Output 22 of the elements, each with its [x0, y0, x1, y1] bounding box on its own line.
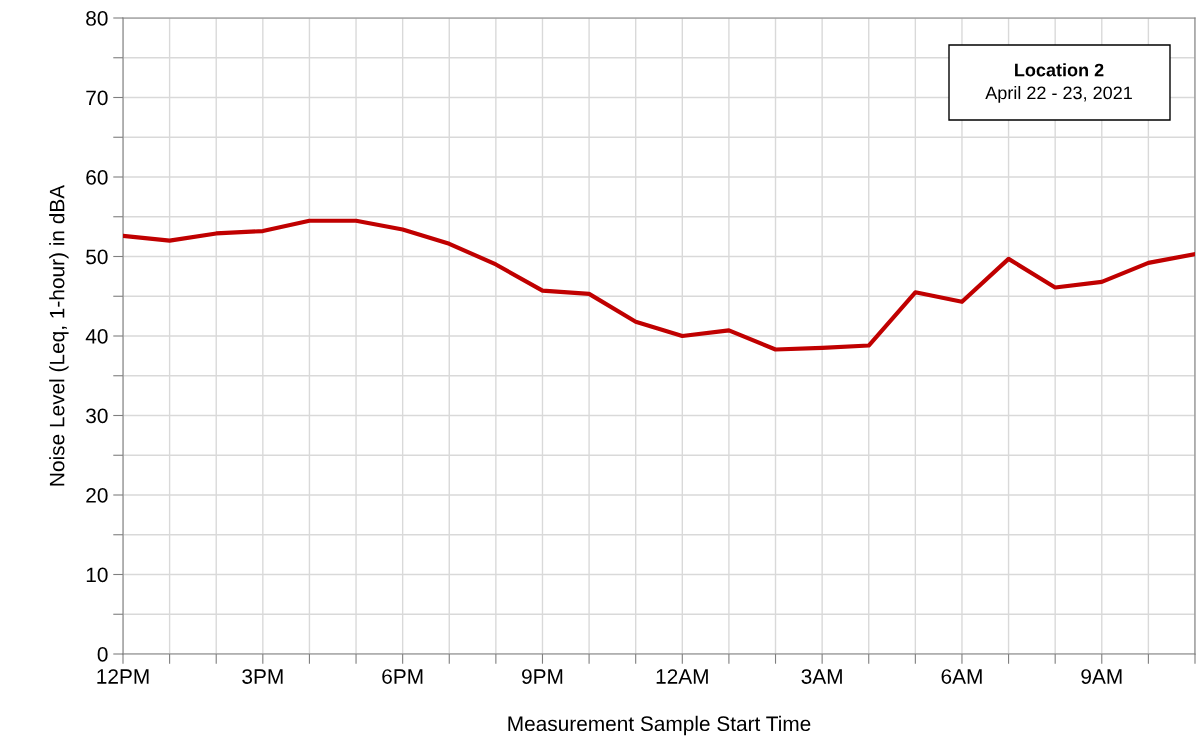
x-tick-label: 3PM	[242, 669, 283, 684]
x-tick-label: 6PM	[382, 669, 423, 684]
y-tick-label: 70	[86, 90, 108, 106]
x-tick-label: 9PM	[522, 669, 563, 684]
y-tick-label: 30	[86, 408, 108, 424]
y-tick-label: 60	[86, 170, 108, 185]
x-tick-label: 12PM	[97, 669, 149, 684]
y-tick-label: 0	[97, 647, 108, 662]
y-tick-label: 10	[86, 567, 108, 583]
y-tick-label: 50	[86, 249, 108, 265]
y-axis-title: Noise Level (Leq, 1-hour) in dBA	[49, 184, 69, 486]
x-tick-label: 12AM	[656, 669, 708, 684]
text: Location 2	[1015, 63, 1104, 77]
line-series	[123, 218, 1195, 352]
x-axis-title: Measurement Sample Start Time	[508, 715, 811, 736]
y-tick-label: 80	[86, 11, 108, 26]
y-tick-label: 20	[86, 488, 108, 503]
y-tick-label: 40	[85, 329, 108, 344]
text: April 22 - 23, 2021	[985, 86, 1132, 103]
x-tick-label: 9AM	[1081, 669, 1122, 684]
x-tick-label: 6AM	[941, 669, 982, 684]
x-tick-label: 3AM	[801, 669, 842, 684]
